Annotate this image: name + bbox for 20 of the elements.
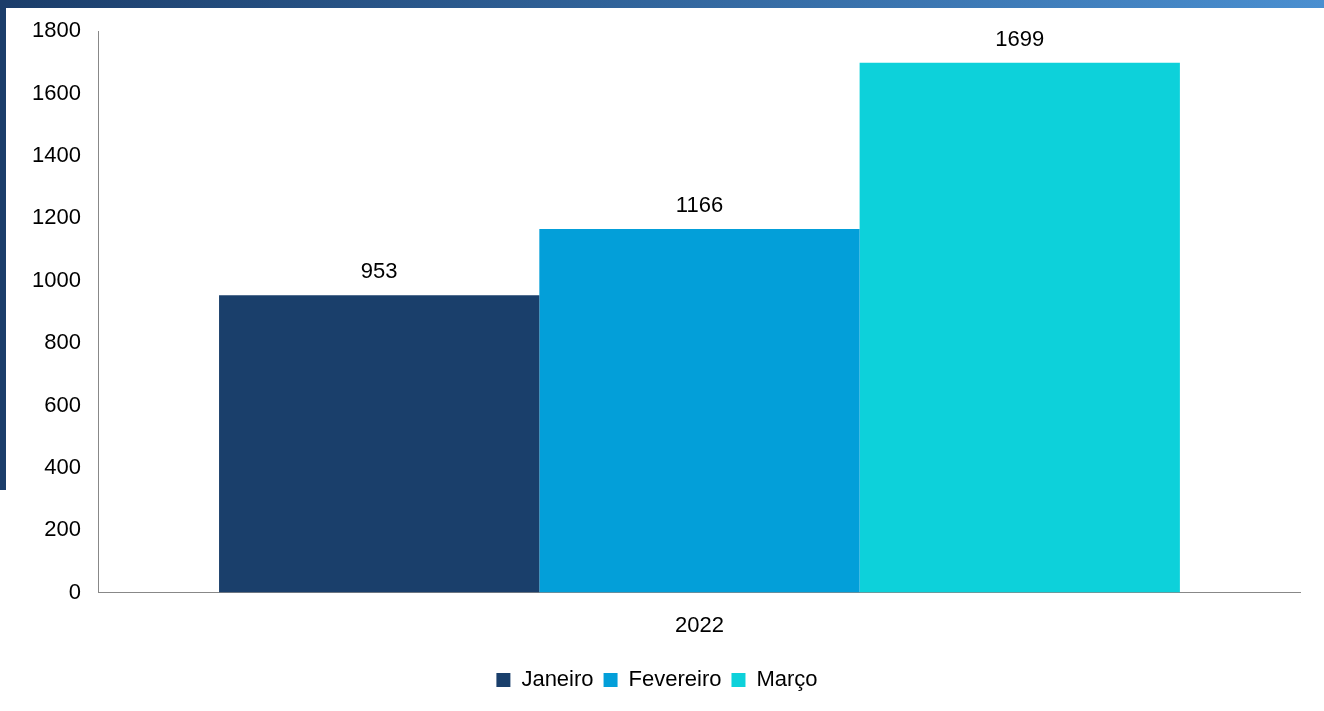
data-label: 953 (360, 258, 398, 284)
y-tick-label: 400 (44, 453, 81, 479)
y-tick-label: 1000 (31, 266, 81, 292)
y-tick-label: 800 (44, 329, 81, 355)
y-tick-label: 1200 (31, 204, 81, 230)
legend-label: Janeiro (521, 666, 594, 692)
y-tick-label: 0 (68, 578, 81, 604)
data-label: 1699 (995, 25, 1045, 51)
y-tick-label: 1800 (31, 17, 81, 43)
y-tick-label: 1600 (31, 79, 81, 105)
y-tick-label: 1400 (31, 142, 81, 168)
legend-label: Março (756, 666, 818, 692)
legend-label: Fevereiro (628, 666, 722, 692)
y-tick-label: 200 (44, 516, 81, 542)
x-tick-label: 2022 (674, 611, 724, 637)
y-tick-label: 600 (44, 391, 81, 417)
bar (539, 228, 860, 593)
data-label: 1166 (675, 192, 724, 217)
bar (859, 62, 1180, 593)
bar (219, 295, 540, 593)
